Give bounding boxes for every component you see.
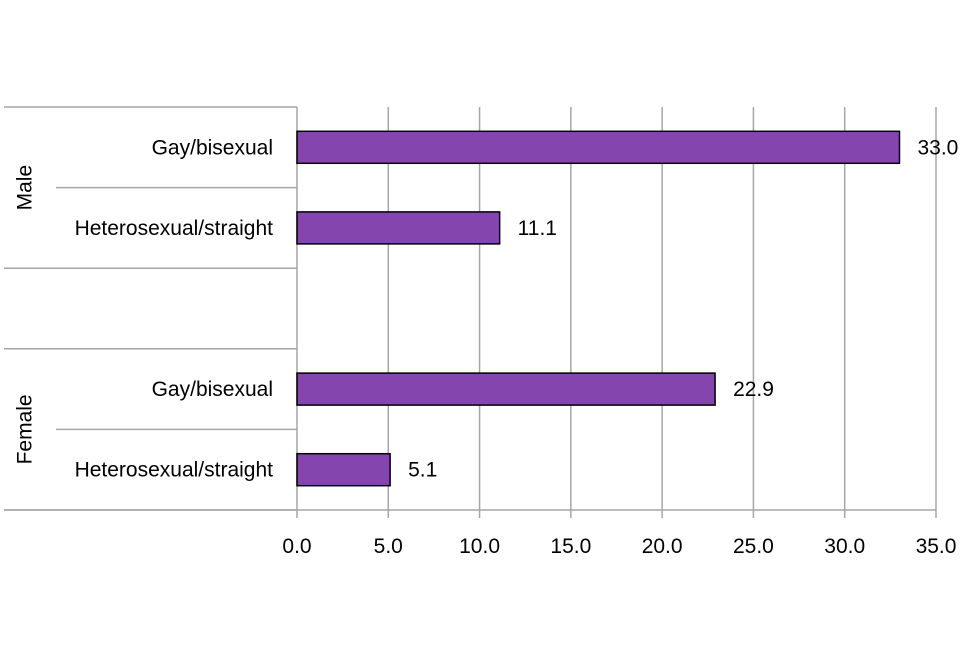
data-label: 5.1: [408, 459, 437, 482]
group-label-male: Male: [14, 165, 37, 211]
x-tick-label: 0.0: [282, 535, 311, 558]
bar-female-1: [296, 452, 391, 487]
category-label: Heterosexual/straight: [75, 459, 274, 482]
bar-male-1: [296, 211, 501, 245]
x-tick-label: 5.0: [374, 535, 403, 558]
group-label-female: Female: [14, 394, 37, 464]
gridlines: [296, 107, 937, 518]
x-tick-label: 15.0: [550, 535, 591, 558]
x-tick-label: 25.0: [733, 535, 774, 558]
x-tick-labels: 0.0 5.0 10.0 15.0 20.0 25.0 30.0 35.0: [282, 535, 956, 558]
bar-male-0: [296, 130, 901, 165]
x-tick-label: 20.0: [642, 535, 683, 558]
category-label: Gay/bisexual: [152, 136, 273, 159]
category-label: Gay/bisexual: [152, 378, 273, 401]
x-tick-label: 10.0: [459, 535, 500, 558]
category-axis: Male Gay/bisexual Heterosexual/straight Fem…: [4, 106, 936, 511]
x-tick-label: 30.0: [824, 535, 865, 558]
bars: 33.0 11.1 22.9 5.1: [296, 130, 958, 487]
x-tick-label: 35.0: [916, 535, 957, 558]
bar-female-0: [296, 372, 716, 406]
data-label: 22.9: [733, 378, 774, 401]
data-label: 33.0: [917, 136, 958, 159]
category-label: Heterosexual/straight: [75, 217, 274, 240]
data-label: 11.1: [518, 217, 557, 240]
